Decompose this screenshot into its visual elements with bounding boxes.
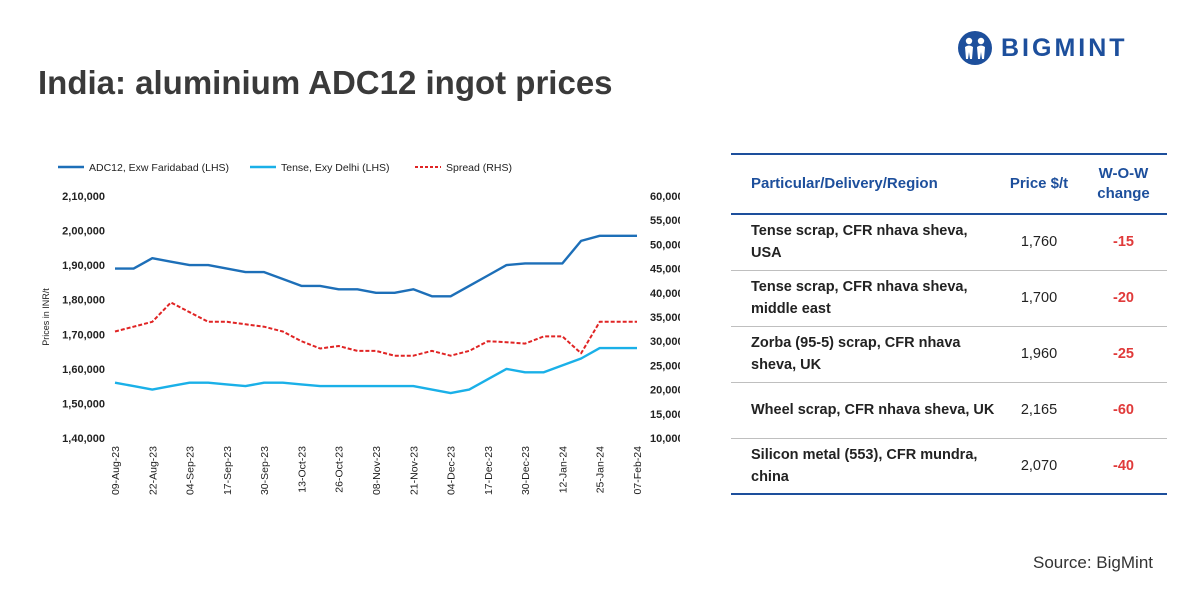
left-axis-tick-label: 1,60,000 [62, 364, 105, 376]
table-row: Silicon metal (553), CFR mundra, china 2… [731, 438, 1167, 495]
brand-name: BIGMINT [1001, 34, 1128, 62]
left-axis-title: Prices in INR/t [41, 288, 51, 346]
right-axis-tick-label: 55,000 [650, 215, 680, 227]
x-axis-tick-label: 12-Jan-24 [557, 446, 569, 493]
row-item: Tense scrap, CFR nhava sheva, USA [731, 214, 998, 271]
row-price: 1,960 [998, 326, 1080, 383]
source-note: Source: BigMint [1033, 553, 1153, 572]
table-row: Tense scrap, CFR nhava sheva, USA 1,760 … [731, 214, 1167, 271]
left-axis-tick-label: 1,40,000 [62, 433, 105, 445]
table-row: Zorba (95-5) scrap, CFR nhava sheva, UK … [731, 326, 1167, 383]
x-axis-tick-label: 30-Dec-23 [520, 446, 532, 495]
row-price: 1,760 [998, 214, 1080, 271]
header-price: Price $/t [998, 153, 1080, 215]
legend-label: Spread (RHS) [446, 162, 512, 174]
row-price: 2,165 [998, 382, 1080, 439]
x-axis-tick-label: 13-Oct-23 [296, 446, 308, 493]
right-axis-tick-label: 50,000 [650, 239, 680, 251]
series-line-spread [114, 301, 637, 357]
right-axis-tick-label: 40,000 [650, 288, 680, 300]
left-axis-tick-label: 1,70,000 [62, 329, 105, 341]
right-axis-tick-label: 25,000 [650, 360, 680, 372]
x-axis-tick-label: 17-Dec-23 [483, 446, 495, 495]
right-axis-tick-label: 10,000 [650, 433, 680, 445]
price-table: Particular/Delivery/Region Price $/t W-O… [731, 153, 1167, 495]
x-axis-tick-label: 25-Jan-24 [595, 446, 607, 493]
row-price: 2,070 [998, 438, 1080, 495]
row-price: 1,700 [998, 270, 1080, 327]
x-axis-tick-label: 07-Feb-24 [632, 446, 644, 495]
x-axis-tick-label: 30-Sep-23 [259, 446, 271, 495]
right-axis-tick-label: 30,000 [650, 336, 680, 348]
header-particular: Particular/Delivery/Region [731, 153, 998, 215]
x-axis-tick-label: 09-Aug-23 [110, 446, 122, 495]
table-row: Wheel scrap, CFR nhava sheva, UK 2,165 -… [731, 382, 1167, 439]
legend-label: Tense, Exy Delhi (LHS) [281, 162, 390, 174]
left-axis-tick-label: 2,00,000 [62, 226, 105, 238]
left-axis-tick-label: 1,90,000 [62, 260, 105, 272]
table-header-row: Particular/Delivery/Region Price $/t W-O… [731, 153, 1167, 215]
row-change: -25 [1080, 326, 1167, 383]
x-axis-tick-label: 08-Nov-23 [371, 446, 383, 495]
legend-label: ADC12, Exw Faridabad (LHS) [89, 162, 229, 174]
x-axis-tick-label: 17-Sep-23 [222, 446, 234, 495]
right-axis-tick-label: 15,000 [650, 409, 680, 421]
x-axis-tick-label: 04-Sep-23 [185, 446, 197, 495]
page-title: India: aluminium ADC12 ingot prices [38, 64, 613, 101]
bigmint-logo: BIGMINT [955, 28, 1165, 68]
right-axis-tick-label: 35,000 [650, 312, 680, 324]
header-wow-change: W-O-W change [1080, 153, 1167, 215]
x-axis-tick-label: 04-Dec-23 [446, 446, 458, 495]
x-axis-tick-label: 26-Oct-23 [334, 446, 346, 493]
row-item: Tense scrap, CFR nhava sheva, middle eas… [731, 270, 998, 327]
right-axis-tick-label: 20,000 [650, 385, 680, 397]
people-logo-icon [958, 31, 992, 65]
left-axis-tick-label: 1,50,000 [62, 398, 105, 410]
left-axis-tick-label: 2,10,000 [62, 191, 105, 203]
row-item: Silicon metal (553), CFR mundra, china [731, 438, 998, 495]
row-item: Wheel scrap, CFR nhava sheva, UK [731, 382, 998, 439]
price-line-chart: ADC12, Exw Faridabad (LHS) Tense, Exy Del… [41, 162, 680, 495]
left-axis-tick-label: 1,80,000 [62, 295, 105, 307]
series-line-adc12 [115, 234, 637, 298]
table-row: Tense scrap, CFR nhava sheva, middle eas… [731, 270, 1167, 327]
row-change: -60 [1080, 382, 1167, 439]
series-line-tense [114, 346, 637, 395]
x-axis-tick-label: 21-Nov-23 [408, 446, 420, 495]
row-item: Zorba (95-5) scrap, CFR nhava sheva, UK [731, 326, 998, 383]
right-axis-tick-label: 60,000 [650, 191, 680, 203]
right-axis-tick-label: 45,000 [650, 264, 680, 276]
row-change: -20 [1080, 270, 1167, 327]
x-axis-tick-label: 22-Aug-23 [147, 446, 159, 495]
row-change: -15 [1080, 214, 1167, 271]
row-change: -40 [1080, 438, 1167, 495]
